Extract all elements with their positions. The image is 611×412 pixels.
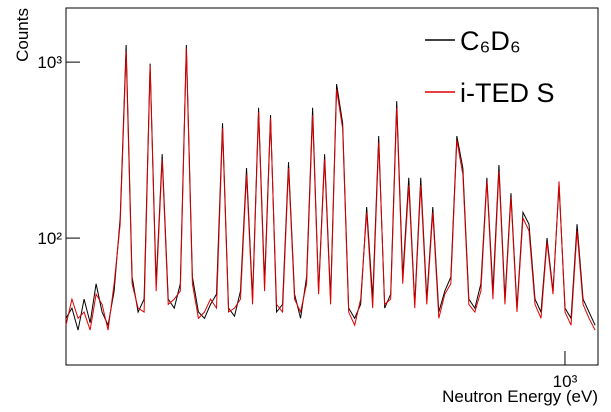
legend-label: i-TED S xyxy=(460,78,555,108)
y-tick-label: 10³ xyxy=(37,53,62,72)
plot-frame xyxy=(65,7,599,366)
series-line xyxy=(65,48,596,331)
legend-label: C₆D₆ xyxy=(460,26,521,56)
x-tick-label: 10³ xyxy=(553,372,578,391)
x-axis-title: Neutron Energy (eV) xyxy=(442,387,598,406)
y-axis-title: Counts xyxy=(13,8,32,62)
y-tick-label: 10² xyxy=(37,229,62,248)
